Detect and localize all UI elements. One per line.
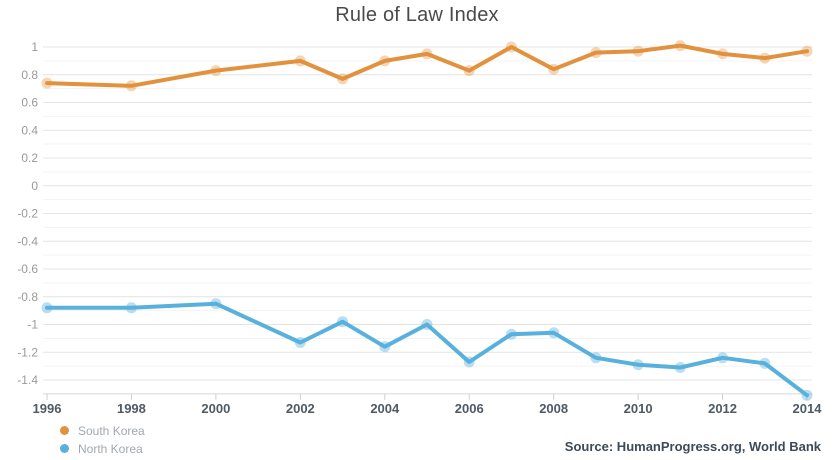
data-point-south-korea[interactable] bbox=[125, 80, 137, 92]
x-tick-label: 2000 bbox=[201, 401, 230, 416]
y-tick-label: 0 bbox=[31, 179, 38, 193]
series-line-south-korea bbox=[45, 43, 809, 88]
data-point-south-korea[interactable] bbox=[505, 41, 517, 53]
x-tick-label: 2012 bbox=[708, 401, 737, 416]
data-point-north-korea[interactable] bbox=[41, 302, 53, 314]
x-tick-label: 1998 bbox=[117, 401, 146, 416]
data-point-north-korea[interactable] bbox=[294, 337, 306, 348]
data-point-south-korea[interactable] bbox=[590, 47, 602, 59]
y-tick-label: -0.2 bbox=[17, 207, 38, 221]
legend-item-south-korea[interactable]: South Korea bbox=[60, 423, 145, 438]
y-tick-label: 0.6 bbox=[21, 96, 38, 110]
data-point-south-korea[interactable] bbox=[759, 52, 771, 64]
data-point-south-korea[interactable] bbox=[337, 73, 349, 85]
y-tick-label: -1 bbox=[27, 318, 38, 332]
data-point-north-korea[interactable] bbox=[463, 356, 475, 368]
y-tick-label: -0.8 bbox=[17, 290, 38, 304]
chart-legend: South Korea North Korea bbox=[60, 423, 145, 456]
data-point-north-korea[interactable] bbox=[590, 352, 602, 364]
data-point-north-korea[interactable] bbox=[421, 319, 433, 330]
x-tick-label: 1996 bbox=[33, 401, 62, 416]
data-point-north-korea[interactable] bbox=[801, 389, 813, 401]
data-point-south-korea[interactable] bbox=[294, 55, 306, 67]
data-point-south-korea[interactable] bbox=[548, 63, 560, 75]
y-tick-label: 0.8 bbox=[21, 68, 38, 82]
x-tick-label: 2004 bbox=[370, 401, 400, 416]
legend-item-north-korea[interactable]: North Korea bbox=[60, 441, 145, 456]
legend-marker-south-korea-icon bbox=[60, 426, 69, 435]
data-point-north-korea[interactable] bbox=[717, 352, 729, 364]
data-point-north-korea[interactable] bbox=[632, 359, 644, 371]
legend-marker-north-korea-icon bbox=[60, 444, 69, 453]
y-tick-label: 0.4 bbox=[21, 123, 38, 137]
data-point-south-korea[interactable] bbox=[41, 77, 53, 89]
data-point-north-korea[interactable] bbox=[548, 327, 560, 339]
data-point-south-korea[interactable] bbox=[421, 48, 433, 60]
y-tick-label: -1.2 bbox=[17, 345, 38, 359]
y-tick-label: 0.2 bbox=[21, 151, 38, 165]
data-point-south-korea[interactable] bbox=[717, 48, 729, 60]
data-point-north-korea[interactable] bbox=[674, 362, 686, 373]
data-point-north-korea[interactable] bbox=[505, 328, 517, 340]
data-point-south-korea[interactable] bbox=[379, 55, 391, 67]
x-tick-label: 2014 bbox=[793, 401, 823, 416]
data-point-north-korea[interactable] bbox=[379, 341, 391, 353]
y-tick-label: 1 bbox=[31, 40, 38, 54]
data-point-south-korea[interactable] bbox=[463, 65, 475, 77]
x-tick-label: 2010 bbox=[624, 401, 653, 416]
source-note: Source: HumanProgress.org, World Bank bbox=[564, 439, 821, 454]
data-point-south-korea[interactable] bbox=[674, 40, 686, 52]
y-tick-label: -1.4 bbox=[17, 373, 38, 387]
data-point-south-korea[interactable] bbox=[210, 65, 222, 77]
y-tick-label: -0.6 bbox=[17, 262, 38, 276]
data-point-north-korea[interactable] bbox=[210, 298, 222, 310]
x-tick-label: 2008 bbox=[539, 401, 568, 416]
data-point-north-korea[interactable] bbox=[759, 357, 771, 369]
x-tick-label: 2006 bbox=[455, 401, 484, 416]
data-point-north-korea[interactable] bbox=[125, 302, 137, 314]
legend-label-south-korea: South Korea bbox=[78, 423, 145, 438]
chart-title: Rule of Law Index bbox=[335, 4, 499, 26]
data-point-south-korea[interactable] bbox=[801, 45, 813, 57]
legend-label-north-korea: North Korea bbox=[78, 441, 143, 456]
series-line-north-korea bbox=[45, 301, 809, 398]
y-tick-label: -0.4 bbox=[17, 234, 38, 248]
x-tick-label: 2002 bbox=[286, 401, 315, 416]
data-point-south-korea[interactable] bbox=[632, 45, 644, 57]
data-point-north-korea[interactable] bbox=[337, 316, 349, 328]
